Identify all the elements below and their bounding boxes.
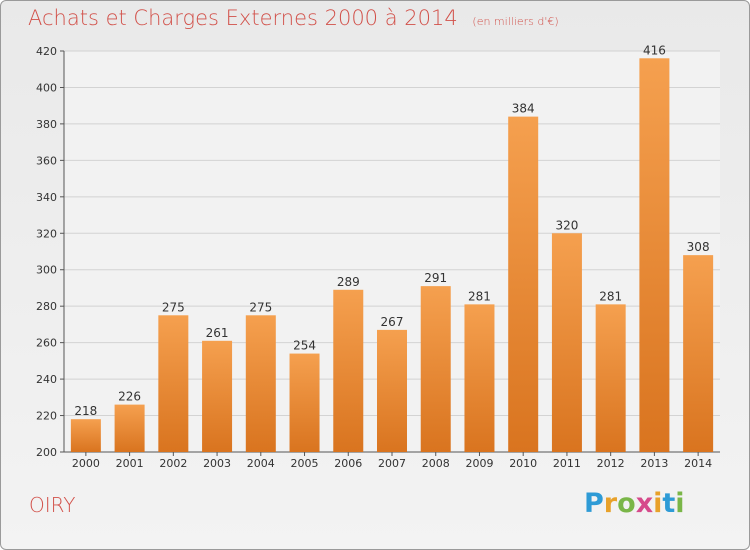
bar-2010 xyxy=(508,116,539,453)
data-label-2011: 320 xyxy=(555,218,578,232)
bar-2005 xyxy=(289,353,320,452)
commune-name: OIRY xyxy=(29,493,76,517)
y-tick-label: 360 xyxy=(36,154,57,167)
bar-2006 xyxy=(333,289,364,452)
y-tick-label: 240 xyxy=(36,373,57,386)
logo-letter: r xyxy=(603,488,618,519)
logo-letter: o xyxy=(617,488,636,519)
data-label-2000: 218 xyxy=(74,404,97,418)
bar-2008 xyxy=(420,286,451,452)
y-tick-label: 220 xyxy=(36,410,57,423)
data-label-2006: 289 xyxy=(337,275,360,289)
data-label-2008: 291 xyxy=(424,271,447,285)
x-tick-label-2010: 2010 xyxy=(509,457,537,470)
logo-letter: t xyxy=(662,488,676,519)
bar-2011 xyxy=(551,233,582,452)
x-tick-label-2012: 2012 xyxy=(597,457,625,470)
data-label-2010: 384 xyxy=(512,102,535,116)
x-tick-label-2001: 2001 xyxy=(116,457,144,470)
x-tick-label-2009: 2009 xyxy=(465,457,493,470)
data-label-2012: 281 xyxy=(599,289,622,303)
data-label-2014: 308 xyxy=(687,240,710,254)
chart-subtitle: (en milliers d'€) xyxy=(472,15,559,28)
x-tick-label-2005: 2005 xyxy=(291,457,319,470)
bar-2004 xyxy=(245,315,276,452)
logo-letter: i xyxy=(653,488,663,519)
bar-2003 xyxy=(202,340,233,452)
y-tick-label: 420 xyxy=(36,45,57,58)
x-tick-label-2002: 2002 xyxy=(159,457,187,470)
x-tick-label-2000: 2000 xyxy=(72,457,100,470)
x-tick-label-2008: 2008 xyxy=(422,457,450,470)
x-tick-label-2003: 2003 xyxy=(203,457,231,470)
y-tick-label: 400 xyxy=(36,81,57,94)
data-label-2003: 261 xyxy=(206,326,229,340)
data-label-2007: 267 xyxy=(381,315,404,329)
data-label-2013: 416 xyxy=(643,43,666,57)
x-tick-label-2007: 2007 xyxy=(378,457,406,470)
data-label-2002: 275 xyxy=(162,300,185,314)
bar-2012 xyxy=(595,304,626,452)
bar-2002 xyxy=(158,315,189,452)
x-tick-label-2011: 2011 xyxy=(553,457,581,470)
bar-2014 xyxy=(683,255,714,452)
bar-2000 xyxy=(70,419,101,452)
logo-letter: i xyxy=(675,488,685,519)
proxiti-logo: Proxiti xyxy=(584,488,685,519)
data-label-2005: 254 xyxy=(293,339,316,353)
data-label-2004: 275 xyxy=(249,300,272,314)
y-tick-label: 320 xyxy=(36,227,57,240)
y-tick-label: 200 xyxy=(36,446,57,459)
y-tick-label: 280 xyxy=(36,300,57,313)
x-tick-label-2013: 2013 xyxy=(640,457,668,470)
bar-2009 xyxy=(464,304,495,452)
data-label-2001: 226 xyxy=(118,390,141,404)
logo-letter: P xyxy=(584,488,604,519)
logo-letter: x xyxy=(635,488,654,519)
bar-2001 xyxy=(114,404,145,452)
x-tick-label-2014: 2014 xyxy=(684,457,712,470)
y-tick-label: 300 xyxy=(36,264,57,277)
y-tick-label: 340 xyxy=(36,191,57,204)
bar-2013 xyxy=(639,58,670,453)
chart-title: Achats et Charges Externes 2000 à 2014 (… xyxy=(28,6,559,30)
x-tick-label-2004: 2004 xyxy=(247,457,275,470)
y-tick-label: 260 xyxy=(36,337,57,350)
data-label-2009: 281 xyxy=(468,289,491,303)
chart-title-text: Achats et Charges Externes 2000 à 2014 xyxy=(28,6,458,30)
bar-2007 xyxy=(377,329,407,452)
x-tick-label-2006: 2006 xyxy=(334,457,362,470)
y-tick-label: 380 xyxy=(36,118,57,131)
